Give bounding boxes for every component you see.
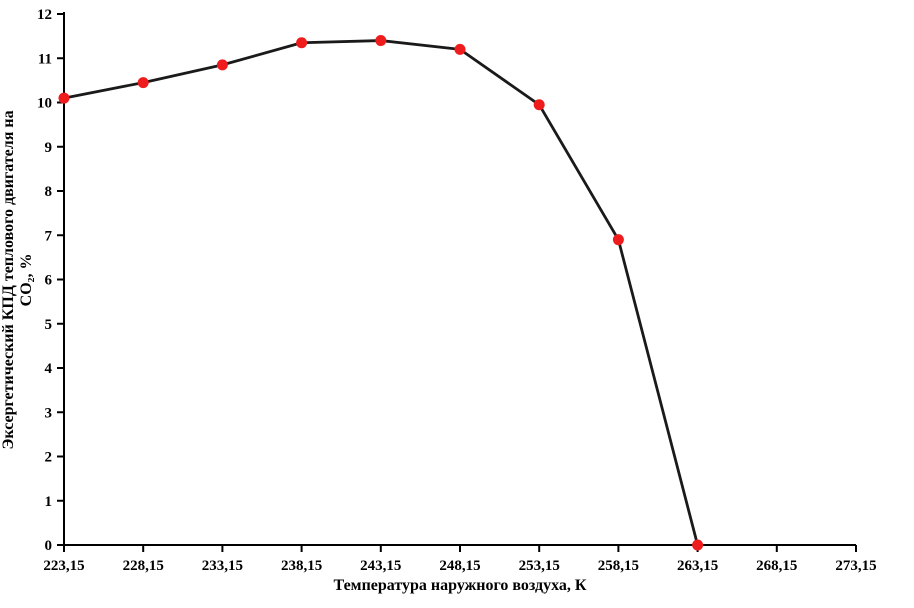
data-point-marker — [58, 92, 70, 104]
y-tick-label: 4 — [45, 361, 53, 377]
y-tick-label: 0 — [45, 538, 53, 554]
x-tick-label: 243,15 — [360, 558, 401, 574]
data-point-marker — [137, 77, 149, 89]
y-tick-label: 7 — [45, 228, 53, 244]
y-tick-label: 6 — [45, 273, 53, 289]
x-tick-label: 228,15 — [123, 558, 164, 574]
x-tick-label: 248,15 — [439, 558, 480, 574]
data-point-marker — [692, 539, 704, 551]
data-point-marker — [216, 59, 228, 71]
data-series-line — [62, 39, 699, 547]
y-tick-label: 9 — [45, 140, 53, 156]
y-tick-label: 2 — [45, 450, 53, 466]
x-tick-label: 223,15 — [43, 558, 84, 574]
data-point-marker — [612, 234, 624, 246]
x-tick-label: 238,15 — [281, 558, 322, 574]
x-tick-label: 258,15 — [598, 558, 639, 574]
y-tick-label: 8 — [45, 184, 53, 200]
y-tick-label: 5 — [45, 317, 53, 333]
data-point-marker — [296, 37, 308, 49]
x-tick-label: 268,15 — [756, 558, 797, 574]
y-tick-label: 10 — [37, 96, 52, 112]
data-point-marker — [533, 99, 545, 111]
x-tick-label: 233,15 — [202, 558, 243, 574]
y-tick-label: 3 — [45, 405, 53, 421]
x-tick-label: 273,15 — [835, 558, 876, 574]
y-axis-title-line1: Эксергетический КПД теплового двигателя … — [0, 110, 18, 450]
data-point-marker — [375, 35, 387, 47]
x-tick-label: 263,15 — [677, 558, 718, 574]
y-axis-title-line2: CO₂, % — [18, 253, 35, 307]
x-axis-title: Температура наружного воздуха, К — [333, 577, 587, 594]
y-tick-label: 11 — [38, 51, 52, 67]
data-point-marker — [454, 43, 466, 55]
y-tick-label: 12 — [37, 7, 52, 23]
x-tick-label: 253,15 — [519, 558, 560, 574]
y-tick-label: 1 — [45, 494, 53, 510]
y-axis-title: Эксергетический КПД теплового двигателя … — [0, 10, 36, 550]
